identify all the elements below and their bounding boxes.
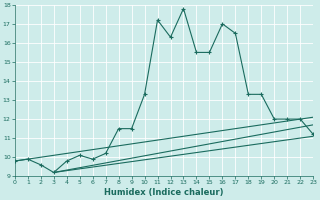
X-axis label: Humidex (Indice chaleur): Humidex (Indice chaleur) <box>104 188 224 197</box>
